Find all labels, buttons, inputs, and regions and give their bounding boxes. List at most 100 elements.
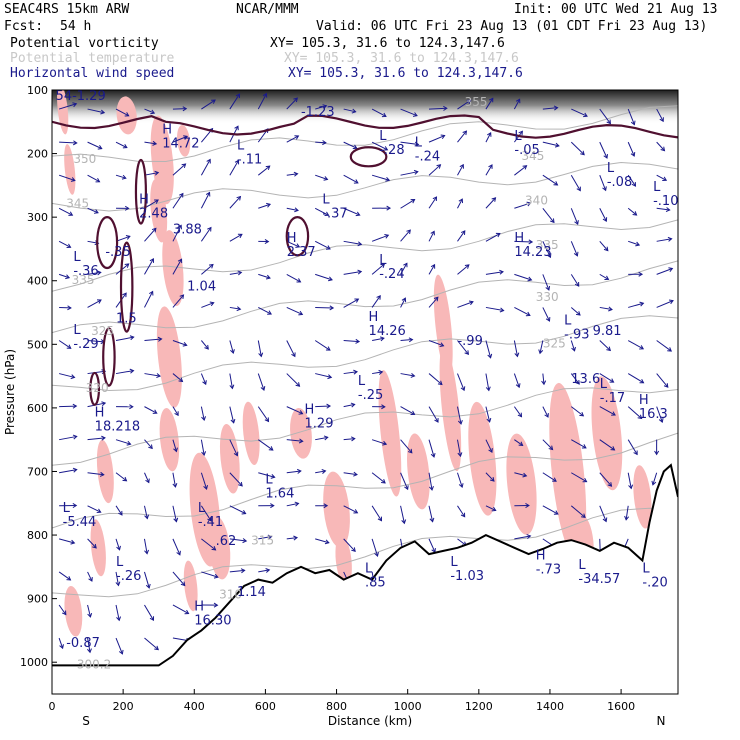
extremum-value: 16.30: [194, 614, 231, 629]
wind-arrowhead: [327, 374, 333, 380]
wind-arrow: [514, 240, 533, 243]
wind-arrow: [58, 538, 75, 544]
wind-arrow: [229, 505, 246, 515]
wind-arrowhead: [154, 199, 159, 204]
wind-arrowhead: [96, 508, 102, 514]
wind-arrowhead: [116, 545, 121, 551]
wind-arrowhead: [381, 479, 386, 484]
wind-arrow: [485, 98, 494, 110]
wind-arrow: [315, 538, 329, 544]
wind-arrow: [229, 406, 235, 423]
wind-arrowhead: [93, 209, 99, 214]
wind-arrow: [343, 538, 356, 552]
extremum-value: -.24: [415, 149, 440, 164]
wind-arrow: [599, 273, 609, 280]
wind-arrowhead: [357, 241, 363, 247]
wind-arrowhead: [458, 483, 464, 489]
wind-arrowhead: [412, 112, 418, 117]
extremum-value: 9.81: [593, 324, 622, 339]
wind-arrowhead: [240, 568, 246, 574]
wind-arrow: [400, 171, 418, 176]
extremum-value: -.11: [237, 153, 262, 168]
wind-arrowhead: [553, 181, 559, 186]
wind-arrowhead: [172, 483, 178, 488]
wind-arrowhead: [668, 267, 674, 272]
theta-label: 355: [465, 95, 488, 109]
y-tick-label: 700: [27, 465, 48, 478]
wind-arrow: [400, 199, 415, 209]
wind-arrowhead: [266, 202, 272, 208]
wind-arrowhead: [414, 141, 420, 147]
pv-shaded-region: [439, 344, 462, 472]
x-tick-label: 600: [255, 700, 276, 713]
wind-arrowhead: [265, 568, 271, 573]
wind-arrowhead: [148, 444, 153, 450]
wind-arrow: [144, 373, 161, 377]
y-tick-label: 100: [27, 84, 48, 97]
wind-arrow: [257, 373, 265, 391]
wind-arrowhead: [434, 417, 439, 423]
extremum-type: L: [379, 253, 387, 268]
wind-arrow: [87, 472, 104, 476]
pv-shaded-region: [468, 401, 497, 516]
wind-arrow: [200, 406, 205, 421]
wind-arrowhead: [383, 146, 389, 151]
wind-arrow: [570, 174, 581, 191]
wind-arrow: [456, 439, 461, 457]
wind-arrowhead: [206, 158, 211, 164]
wind-arrow: [428, 164, 441, 176]
wind-arrowhead: [121, 174, 127, 180]
wind-arrowhead: [129, 404, 134, 410]
wind-arrow: [87, 207, 99, 214]
pv-shaded-region: [323, 471, 350, 548]
wind-arrowhead: [525, 311, 531, 317]
wind-arrow: [201, 302, 214, 308]
wind-arrowhead: [237, 233, 243, 239]
wind-arrowhead: [517, 412, 523, 418]
y-tick-label: 200: [27, 148, 48, 161]
wind-arrow: [229, 569, 245, 573]
wind-arrow: [514, 202, 531, 209]
forecast-label: Fcst:: [4, 19, 44, 34]
wind-arrow: [144, 141, 157, 145]
wind-arrowhead: [260, 386, 266, 391]
theta-contour-line: [52, 105, 678, 163]
wind-arrow: [343, 271, 362, 275]
extremum-value: 14.26: [369, 324, 406, 339]
wind-arrow: [58, 571, 71, 581]
wind-arrow: [513, 373, 520, 388]
extremum-value: 1.5: [116, 312, 137, 327]
extremum-value: 1.64: [265, 486, 294, 501]
wind-arrowhead: [630, 151, 636, 157]
wind-arrow: [258, 273, 271, 279]
wind-arrow: [457, 230, 466, 242]
wind-arrowhead: [229, 384, 235, 390]
wind-arrow: [201, 538, 216, 551]
extremum-type: L: [600, 377, 608, 392]
wind-arrow: [570, 373, 580, 385]
extremum-value: 14.23: [514, 245, 551, 260]
wind-arrowhead: [350, 402, 356, 408]
wind-arrowhead: [573, 251, 579, 257]
wind-arrowhead: [459, 163, 464, 169]
wind-arrow: [627, 373, 644, 384]
wind-arrowhead: [152, 140, 158, 146]
wind-arrow: [400, 263, 408, 275]
wind-arrow: [656, 268, 673, 275]
wind-arrowhead: [66, 576, 72, 581]
wind-arrowhead: [298, 438, 304, 444]
wind-arrowhead: [526, 534, 532, 539]
wind-arrowhead: [294, 135, 300, 140]
wind-arrowhead: [122, 143, 128, 149]
init-time: Init: 00 UTC Wed 21 Aug 13: [514, 2, 718, 17]
wind-arrowhead: [126, 440, 132, 446]
wind-arrow: [115, 472, 127, 482]
wind-arrow: [229, 160, 239, 176]
wind-arrow: [485, 373, 490, 391]
wind-arrowhead: [491, 197, 497, 202]
wind-arrowhead: [606, 119, 611, 125]
x-tick-label: 800: [326, 700, 347, 713]
wind-arrowhead: [633, 450, 638, 456]
wind-arrowhead: [293, 171, 299, 177]
wind-arrow: [599, 373, 614, 383]
